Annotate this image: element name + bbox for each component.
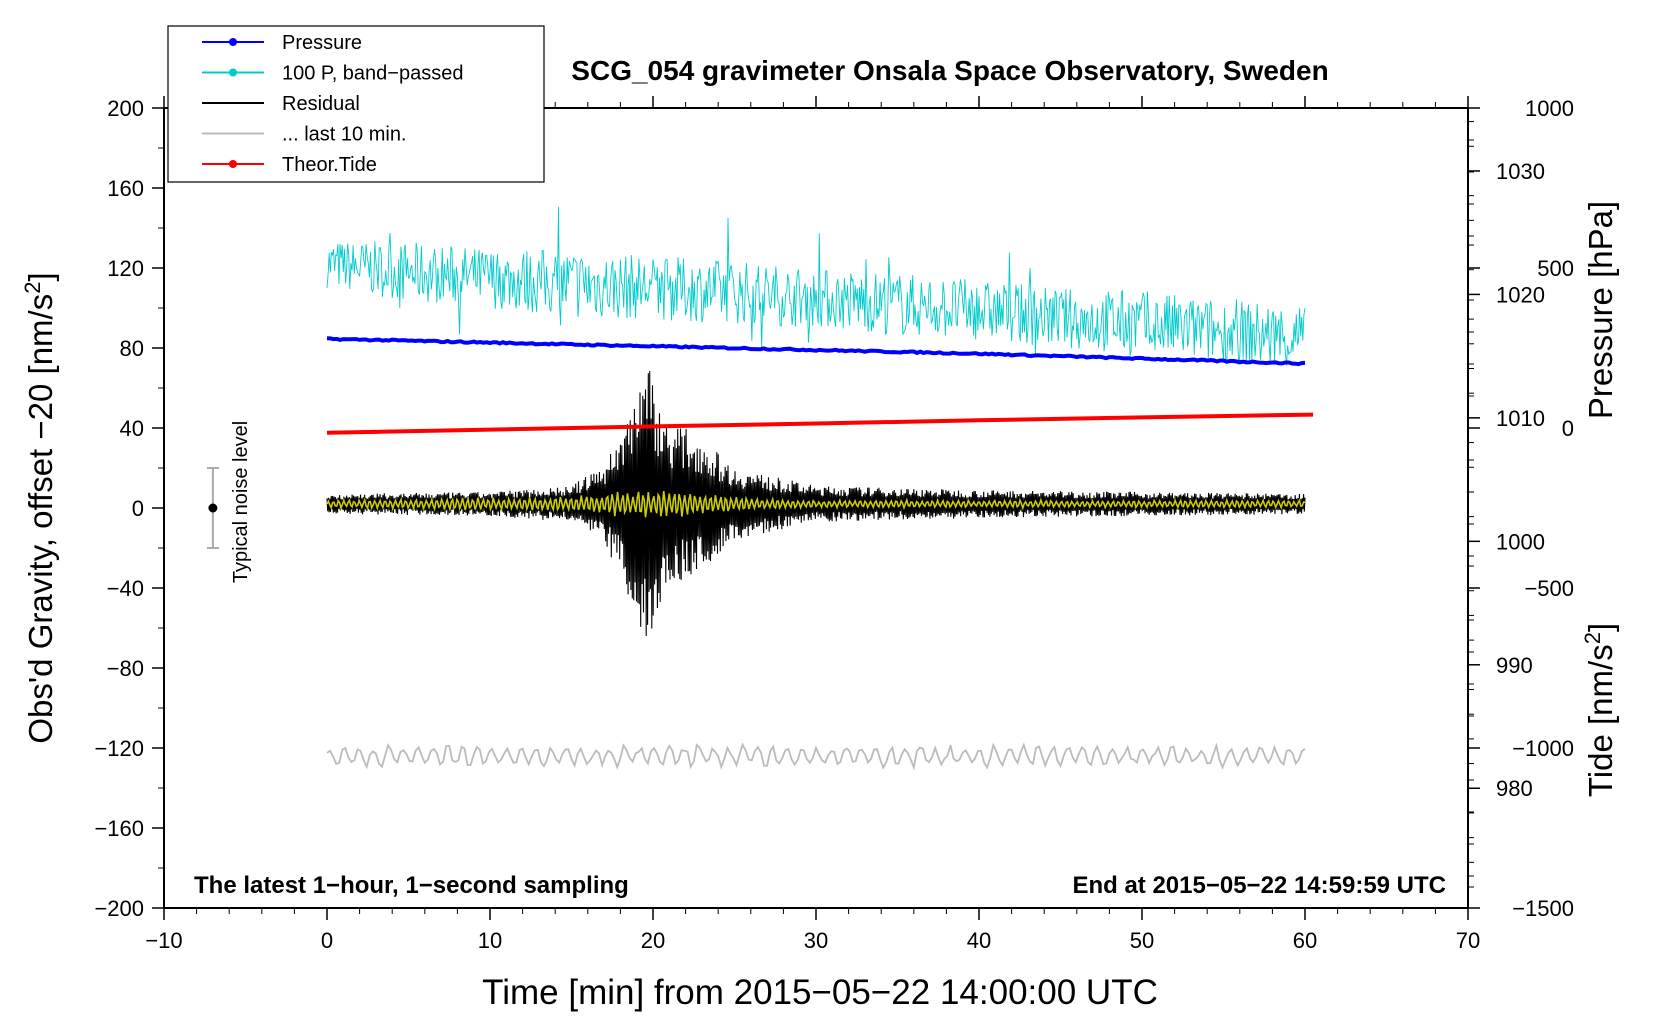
gravity-axis: 200 160 120 80 40 0 −40 −80 −120 −160 −200 xyxy=(94,96,164,921)
x-tick-label: 70 xyxy=(1456,928,1480,953)
y-axis-title: Obs'd Gravity, offset −20 [nm/s2] xyxy=(20,272,60,743)
pressure-tick-label: 1030 xyxy=(1496,159,1545,184)
x-tick-label: 50 xyxy=(1130,928,1154,953)
tide-axis-title-exp: 2 xyxy=(1580,632,1605,644)
noise-indicator: Typical noise level xyxy=(206,421,252,583)
legend-label: ... last 10 min. xyxy=(282,124,407,146)
legend-item: Theor.Tide xyxy=(202,154,377,176)
annotation-sampling: The latest 1−hour, 1−second sampling xyxy=(194,872,629,899)
tide-axis-title: Tide [nm/s2] xyxy=(1580,623,1620,797)
pressure-axis-title: Pressure [hPa] xyxy=(1582,201,1619,419)
y-tick-label: −160 xyxy=(94,816,144,841)
tide-tick-label: −1500 xyxy=(1512,896,1574,921)
legend-marker xyxy=(229,160,237,168)
x-axis: −10 0 10 20 30 40 50 60 70 xyxy=(145,96,1480,953)
x-tick-label: 60 xyxy=(1293,928,1317,953)
tide-axis-title-text: Tide [nm/s xyxy=(1582,644,1619,797)
legend-marker xyxy=(229,68,237,77)
series-theor-tide xyxy=(326,412,1314,435)
x-tick-label: 0 xyxy=(321,928,333,953)
y-tick-label: −40 xyxy=(107,576,144,601)
y-tick-label: 160 xyxy=(107,176,144,201)
legend-label: Theor.Tide xyxy=(282,154,377,176)
noise-label: Typical noise level xyxy=(230,421,252,583)
pressure-tick-label: 1000 xyxy=(1496,529,1545,554)
series-layer xyxy=(326,206,1314,771)
pressure-tick-label: 980 xyxy=(1496,776,1533,801)
x-axis-title: Time [min] from 2015−05−22 14:00:00 UTC xyxy=(482,973,1158,1012)
annotation-end-time: End at 2015−05−22 14:59:59 UTC xyxy=(1072,872,1446,899)
pressure-tick-label: 1020 xyxy=(1496,282,1545,307)
x-tick-label: 20 xyxy=(641,928,665,953)
tide-tick-label: 0 xyxy=(1562,416,1574,441)
legend-item: 100 P, band−passed xyxy=(202,63,463,85)
legend-label: 100 P, band−passed xyxy=(282,63,463,85)
tide-tick-label: −1000 xyxy=(1512,736,1574,761)
tide-tick-label: 1000 xyxy=(1525,96,1574,121)
y-tick-label: −200 xyxy=(94,896,144,921)
series-last-10-min xyxy=(326,742,1306,771)
legend: Pressure 100 P, band−passed Residual ... la… xyxy=(167,25,545,183)
y-tick-label: 0 xyxy=(132,496,144,521)
y-tick-label: −120 xyxy=(94,736,144,761)
series-band-passed-pressure xyxy=(326,206,1306,366)
y-tick-label: −80 xyxy=(107,656,144,681)
x-tick-label: −10 xyxy=(145,928,182,953)
y-axis-title-text: Obs'd Gravity, offset −20 [nm/s xyxy=(22,294,59,744)
legend-item: Residual xyxy=(202,93,360,115)
series-pressure xyxy=(326,336,1306,367)
legend-marker xyxy=(229,38,237,46)
legend-label: Pressure xyxy=(282,32,362,54)
x-tick-label: 10 xyxy=(478,928,502,953)
x-tick-label: 40 xyxy=(967,928,991,953)
y-axis-title-end: ] xyxy=(22,272,59,281)
legend-item: Pressure xyxy=(202,32,362,54)
tide-tick-label: −500 xyxy=(1524,576,1574,601)
tide-tick-label: 500 xyxy=(1537,256,1574,281)
series-residual-filtered xyxy=(326,491,1306,518)
pressure-tick-label: 1010 xyxy=(1496,406,1545,431)
legend-label: Residual xyxy=(282,93,360,115)
legend-items: Pressure 100 P, band−passed Residual ... la… xyxy=(202,32,463,176)
y-tick-label: 40 xyxy=(120,416,144,441)
y-axis-title-exp: 2 xyxy=(20,282,45,294)
x-tick-label: 30 xyxy=(804,928,828,953)
noise-center-dot xyxy=(208,503,218,513)
tide-axis: 1000 500 0 −500 −1000 −1500 xyxy=(1468,96,1574,921)
y-tick-label: 200 xyxy=(107,96,144,121)
y-tick-label: 80 xyxy=(120,336,144,361)
pressure-tick-label: 990 xyxy=(1496,653,1533,678)
legend-item: ... last 10 min. xyxy=(202,124,407,146)
pressure-axis: 1030 1020 1010 1000 990 980 xyxy=(1468,121,1545,888)
y-tick-label: 120 xyxy=(107,256,144,281)
chart-title: SCG_054 gravimeter Onsala Space Observat… xyxy=(571,55,1328,86)
tide-axis-title-end: ] xyxy=(1582,623,1619,632)
